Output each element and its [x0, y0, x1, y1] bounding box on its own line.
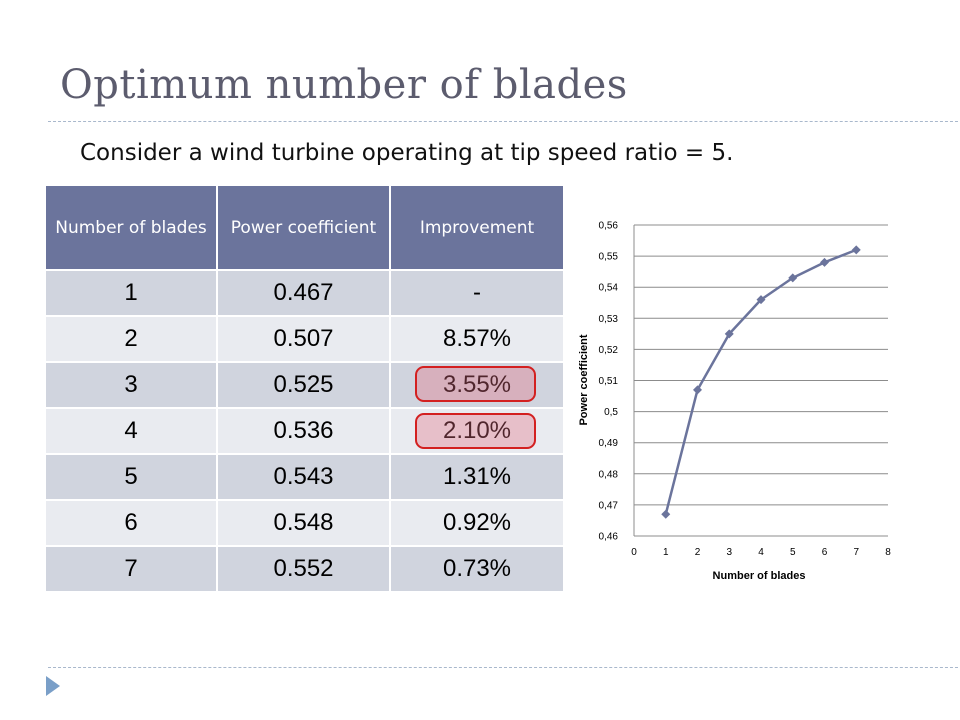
blades-cell: 7 — [46, 545, 217, 591]
title-divider — [48, 121, 960, 122]
x-tick-label: 7 — [853, 547, 859, 558]
x-tick-label: 1 — [663, 547, 669, 558]
blades-cell: 2 — [46, 315, 217, 362]
data-point-marker — [756, 295, 766, 305]
data-point-marker — [788, 273, 798, 283]
header-power-coefficient: Power coefficient — [216, 186, 390, 270]
data-point-marker — [693, 385, 702, 395]
improvement-cell: - — [389, 269, 563, 316]
x-axis-label: Number of blades — [713, 570, 806, 582]
header-improvement: Improvement — [389, 186, 563, 270]
coefficient-cell: 0.467 — [216, 269, 390, 316]
series-power-coefficient — [661, 245, 861, 519]
x-tick-label: 3 — [726, 547, 732, 558]
coefficient-cell: 0.548 — [216, 499, 390, 546]
chart-axes — [633, 225, 888, 537]
data-point-marker — [820, 257, 829, 267]
blades-cell: 3 — [46, 361, 217, 408]
improvement-cell: 8.57% — [389, 315, 563, 362]
x-tick-labels: 0 1 2 3 4 5 6 7 8 — [631, 547, 891, 558]
coefficient-cell: 0.536 — [216, 407, 390, 454]
y-tick-label: 0,56 — [599, 221, 619, 232]
series-line — [664, 248, 857, 515]
coefficient-cell: 0.552 — [216, 545, 390, 591]
coefficient-cell: 0.525 — [216, 361, 390, 408]
table-row: 2 0.507 8.57% — [46, 315, 563, 362]
slide-subtitle: Consider a wind turbine operating at tip… — [80, 140, 734, 166]
highlight-box-2-10 — [415, 413, 536, 449]
y-tick-label: 0,47 — [599, 500, 619, 511]
x-tick-label: 5 — [790, 547, 796, 558]
y-tick-labels: 0,46 0,47 0,48 0,49 0,5 0,51 0,52 0,53 0,54 0,55 0… — [599, 221, 619, 543]
y-tick-label: 0,55 — [599, 252, 619, 263]
blades-cell: 6 — [46, 499, 217, 546]
blades-cell: 5 — [46, 453, 217, 500]
y-tick-label: 0,49 — [599, 438, 619, 449]
x-tick-label: 8 — [885, 547, 891, 558]
chart-gridlines — [634, 224, 888, 537]
improvement-cell: 0.92% — [389, 499, 563, 546]
y-axis-label: Power coefficient — [578, 334, 590, 425]
blades-cell: 4 — [46, 407, 217, 454]
data-point-marker — [851, 245, 861, 255]
coefficient-cell: 0.543 — [216, 453, 390, 500]
table-row: 6 0.548 0.92% — [46, 499, 563, 546]
highlight-box-3-55 — [415, 366, 536, 402]
slide-bullet-icon — [46, 676, 60, 696]
y-tick-label: 0,5 — [604, 407, 618, 418]
x-tick-label: 2 — [695, 547, 701, 558]
blades-cell: 1 — [46, 269, 217, 316]
table-row: 5 0.543 1.31% — [46, 453, 563, 500]
improvement-cell: 1.31% — [389, 453, 563, 500]
y-tick-label: 0,46 — [599, 532, 619, 543]
x-tick-label: 0 — [631, 547, 637, 558]
y-tick-label: 0,51 — [599, 376, 619, 387]
table-row: 1 0.467 - — [46, 269, 563, 316]
y-tick-label: 0,48 — [599, 469, 619, 480]
header-number-of-blades: Number of blades — [46, 186, 217, 270]
y-tick-label: 0,54 — [599, 283, 619, 294]
x-tick-label: 6 — [822, 547, 828, 558]
slide-title: Optimum number of blades — [60, 62, 628, 108]
table-row: 7 0.552 0.73% — [46, 545, 563, 591]
y-tick-label: 0,52 — [599, 345, 619, 356]
improvement-cell: 0.73% — [389, 545, 563, 591]
data-point-marker — [724, 329, 734, 339]
y-tick-label: 0,53 — [599, 314, 619, 325]
x-tick-label: 4 — [758, 547, 764, 558]
data-point-marker — [661, 509, 671, 519]
coefficient-cell: 0.507 — [216, 315, 390, 362]
table-header-row: Number of blades Power coefficient Impro… — [46, 186, 563, 270]
footer-divider — [48, 667, 960, 668]
blades-table: Number of blades Power coefficient Impro… — [46, 186, 563, 591]
power-coefficient-chart: 0,46 0,47 0,48 0,49 0,5 0,51 0,52 0,53 0,54 0,55 0… — [578, 221, 891, 583]
